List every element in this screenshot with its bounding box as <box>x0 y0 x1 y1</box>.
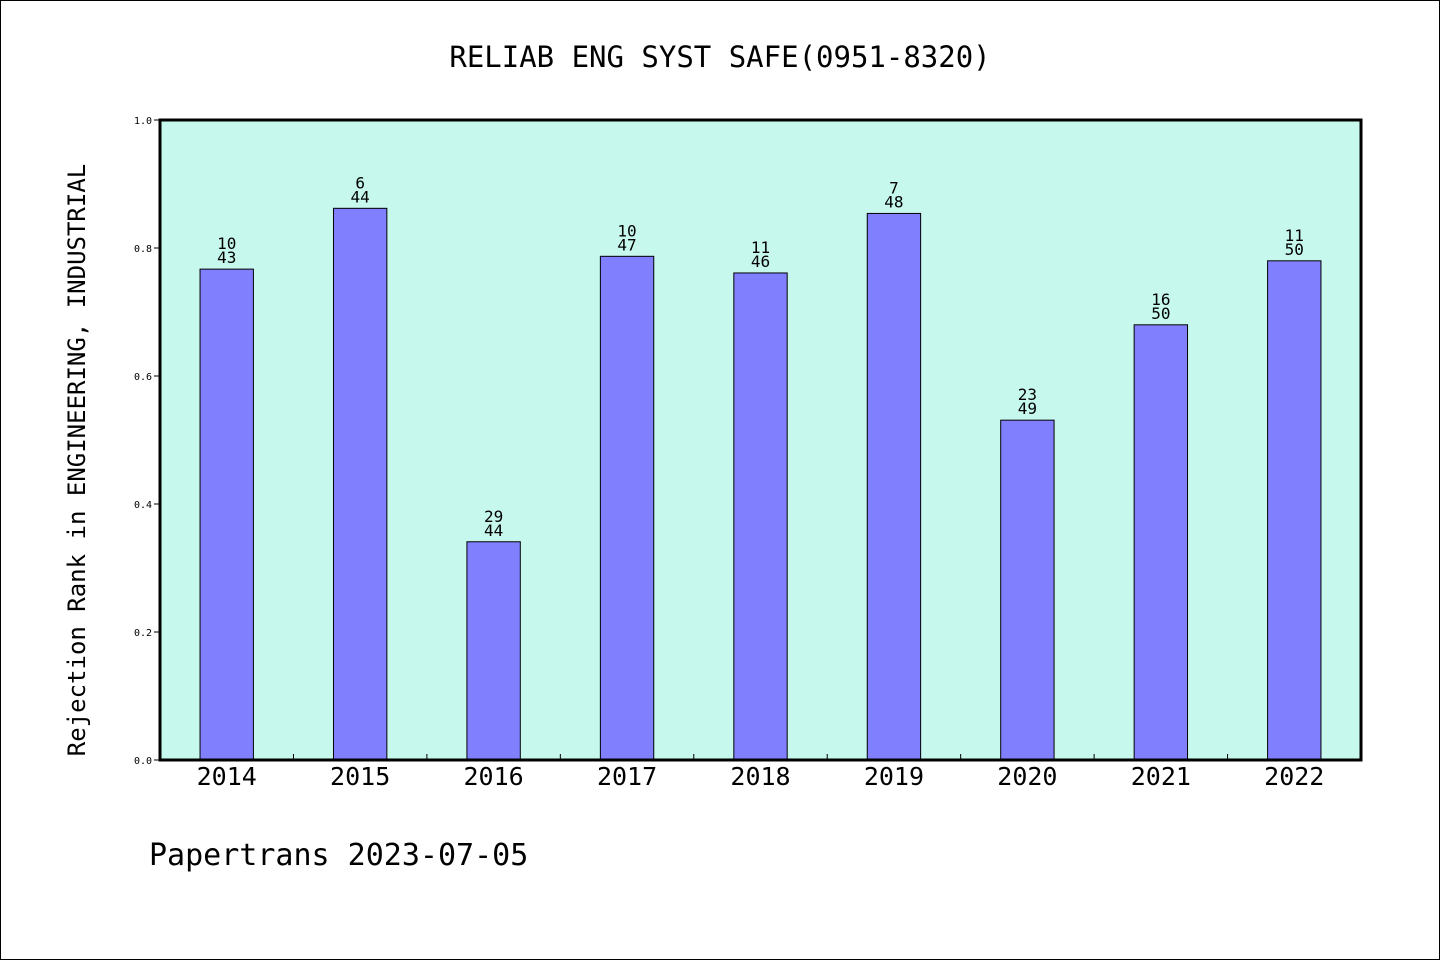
bar-2022 <box>1267 260 1322 761</box>
total-label: 49 <box>1018 399 1037 418</box>
bar-2014 <box>199 268 254 761</box>
x-tick-label: 2021 <box>1131 762 1191 791</box>
bar-2021 <box>1133 324 1189 761</box>
x-axis: 2014 2015 2016 2017 2018 2019 2020 2021 2022 <box>197 754 1324 791</box>
plot-border <box>158 118 1363 762</box>
y-tick-label: 0.8 <box>134 244 152 255</box>
rank-label: 10 <box>217 234 236 253</box>
total-label: 50 <box>1151 304 1170 323</box>
y-tick-label: 0.2 <box>134 628 152 639</box>
total-label: 44 <box>351 187 370 206</box>
bar-2016 <box>466 541 521 761</box>
bar-2017 <box>599 255 655 761</box>
rank-label: 10 <box>617 221 636 240</box>
total-label: 47 <box>617 235 636 254</box>
total-label: 50 <box>1285 240 1304 259</box>
y-tick-label: 0.0 <box>134 756 152 767</box>
rank-label: 6 <box>355 173 365 192</box>
rank-label: 16 <box>1151 290 1170 309</box>
total-label: 43 <box>217 248 236 267</box>
x-tick-label: 2022 <box>1264 762 1324 791</box>
x-tick-label: 2017 <box>597 762 657 791</box>
y-tick-label: 0.4 <box>134 500 152 511</box>
y-axis: 0.0 0.2 0.4 0.6 0.8 1.0 <box>134 116 160 767</box>
x-tick-label: 2020 <box>997 762 1057 791</box>
bars <box>199 207 1322 761</box>
chart-title: RELIAB ENG SYST SAFE(0951-8320) <box>449 40 990 74</box>
footer-text: Papertrans 2023-07-05 <box>149 838 528 873</box>
x-tick-label: 2016 <box>464 762 524 791</box>
rank-label: 11 <box>751 238 770 257</box>
bar-2020 <box>1000 419 1055 761</box>
x-tick-label: 2015 <box>330 762 390 791</box>
rank-label: 7 <box>889 178 899 197</box>
y-axis-label: Rejection Rank in ENGINEERING, INDUSTRIA… <box>63 164 91 756</box>
rank-label: 29 <box>484 507 503 526</box>
total-label: 46 <box>751 252 770 271</box>
bar-2019 <box>866 212 922 761</box>
y-tick-label: 0.6 <box>134 372 152 383</box>
rank-label: 11 <box>1285 226 1304 245</box>
total-label: 48 <box>884 192 903 211</box>
bar-2018 <box>733 272 788 761</box>
y-tick-label: 1.0 <box>134 116 152 127</box>
x-tick-label: 2014 <box>197 762 257 791</box>
bar-2015 <box>332 207 388 761</box>
x-tick-label: 2019 <box>864 762 924 791</box>
total-label: 44 <box>484 521 503 540</box>
x-tick-label: 2018 <box>730 762 790 791</box>
rank-label: 23 <box>1018 385 1037 404</box>
